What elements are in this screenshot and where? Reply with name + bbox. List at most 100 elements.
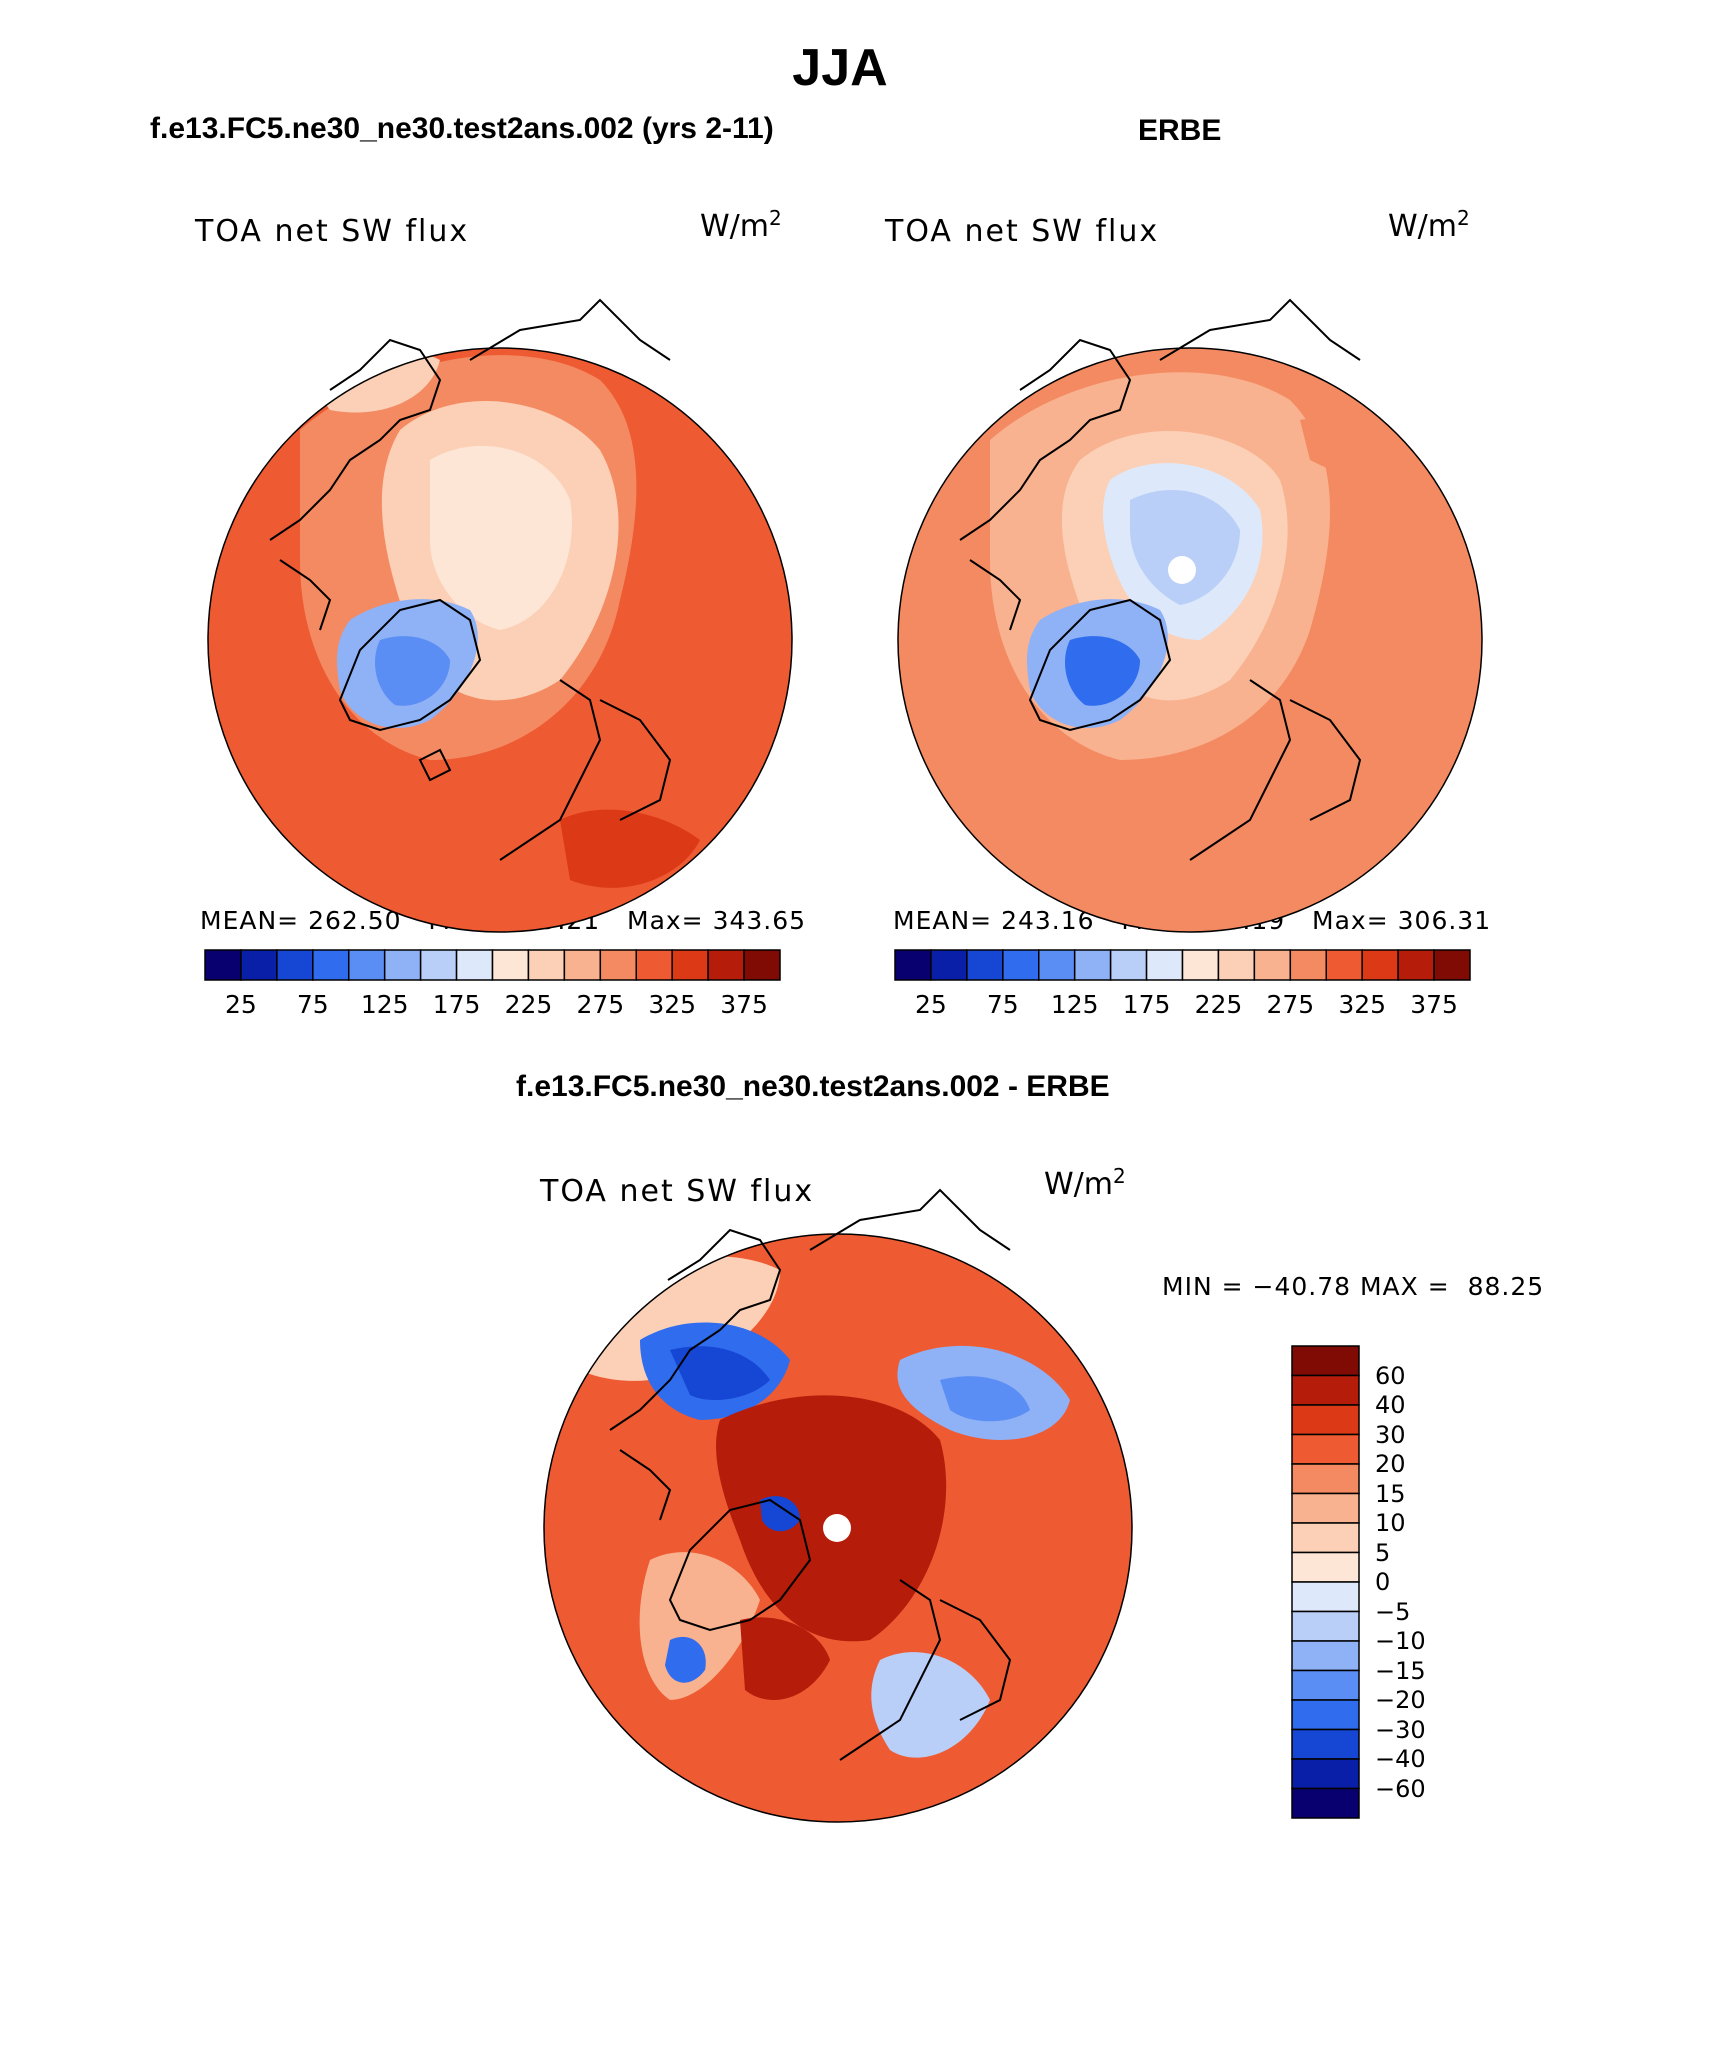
- model-units-label: W/m2: [700, 206, 782, 244]
- obs-colorbar-tick: 325: [1338, 990, 1387, 1019]
- obs-variable-label: TOA net SW flux: [885, 214, 1160, 249]
- obs-colorbar-box: [1325, 949, 1363, 981]
- obs-colorbar-box: [1073, 949, 1112, 981]
- obs-colorbar-tick: 75: [986, 990, 1019, 1019]
- diff-field-greenland-low: [665, 1636, 706, 1683]
- diff-colorbar-tick: 40: [1375, 1391, 1406, 1419]
- diff-colorbar-tick: −5: [1375, 1597, 1411, 1626]
- obs-colorbar-box: [1002, 949, 1040, 981]
- obs-colorbar-tick: 125: [1050, 990, 1099, 1019]
- diff-colorbar-box: [1291, 1669, 1360, 1701]
- diff-colorbar-box: [1291, 1404, 1360, 1436]
- obs-colorbar-tick: 375: [1410, 990, 1458, 1019]
- diff-colorbar-box: [1291, 1581, 1360, 1613]
- diff-colorbar-box: [1291, 1374, 1360, 1406]
- obs-colorbar-tick: 225: [1194, 990, 1243, 1019]
- model-colorbar-box: [383, 949, 422, 981]
- model-colorbar-box: [276, 949, 314, 981]
- diff-field-labrador: [740, 1617, 830, 1700]
- diff-colorbar-tick: −10: [1375, 1627, 1426, 1655]
- figure-title: JJA: [792, 39, 888, 97]
- obs-colorbar-box: [1361, 949, 1399, 981]
- model-colorbar-tick: 75: [296, 990, 329, 1019]
- diff-colorbar-box: [1291, 1787, 1360, 1819]
- diff-colorbar-tick: −60: [1375, 1774, 1426, 1803]
- obs-colorbar-box: [1181, 949, 1220, 981]
- model-colorbar-tick: 25: [225, 990, 257, 1019]
- obs-colorbar-box: [1038, 949, 1076, 981]
- diff-colorbar-box: [1291, 1492, 1360, 1524]
- model-colorbar-box: [743, 949, 781, 981]
- diff-colorbar-tick: 10: [1375, 1509, 1406, 1537]
- diff-colorbar-box: [1291, 1522, 1360, 1554]
- model-colorbar-box: [527, 949, 566, 981]
- model-variable-label: TOA net SW flux: [195, 214, 470, 249]
- model-colorbar-box: [240, 949, 278, 981]
- obs-colorbar-box: [1253, 949, 1292, 981]
- diff-colorbar-tick: −40: [1375, 1745, 1426, 1773]
- diff-colorbar-box: [1291, 1345, 1360, 1377]
- diff-colorbar-box: [1291, 1758, 1360, 1790]
- diff-pole-mask: [823, 1514, 851, 1542]
- diff-colorbar-tick: −20: [1375, 1686, 1426, 1714]
- obs-colorbar-tick: 175: [1122, 990, 1171, 1019]
- model-colorbar-box: [419, 949, 458, 981]
- model-colorbar-box: [455, 949, 494, 981]
- diff-colorbar-box: [1291, 1728, 1360, 1760]
- obs-colorbar-box: [1433, 949, 1471, 981]
- diff-colorbar-tick: 20: [1375, 1450, 1406, 1478]
- diff-colorbar-box: [1291, 1610, 1360, 1642]
- model-colorbar-box: [491, 949, 530, 981]
- obs-coastlines: [959, 298, 1362, 861]
- obs-colorbar-box: [1109, 949, 1148, 981]
- model-map-border: [207, 347, 793, 933]
- model-colorbar-tick: 375: [720, 990, 768, 1019]
- diff-colorbar-tick: −15: [1375, 1656, 1426, 1685]
- diff-stats: MIN = −40.78 MAX = 88.25: [1162, 1272, 1545, 1301]
- diff-map: [544, 1234, 1132, 1822]
- model-colorbar-box: [312, 949, 350, 981]
- diff-field-archipelago: [760, 1496, 800, 1532]
- model-colorbar-box: [707, 949, 745, 981]
- model-colorbar-box: [599, 949, 637, 981]
- obs-field-arctic-core: [1130, 490, 1240, 605]
- model-coastlines: [269, 298, 672, 861]
- diff-colorbar-box: [1291, 1640, 1360, 1672]
- obs-colorbar-box: [1397, 949, 1435, 981]
- model-colorbar-tick: 275: [576, 990, 625, 1019]
- model-colorbar-box: [671, 949, 709, 981]
- obs-siberia-field: [1300, 417, 1430, 486]
- diff-colorbar-box: [1291, 1551, 1360, 1583]
- model-europe-field: [560, 809, 700, 888]
- diff-colorbar: [1291, 1345, 1360, 1819]
- diff-coastlines: [609, 1188, 1012, 1761]
- diff-variable-label: TOA net SW flux: [540, 1174, 815, 1209]
- diff-colorbar-box: [1291, 1699, 1360, 1731]
- diff-colorbar-tick: −30: [1375, 1715, 1426, 1744]
- model-field-core: [430, 445, 572, 630]
- diff-colorbar-tick: 0: [1375, 1568, 1391, 1596]
- model-colorbar-box: [204, 949, 242, 981]
- diff-colorbar-tick: 30: [1375, 1420, 1406, 1449]
- model-map: [208, 348, 792, 932]
- model-colorbar-box: [635, 949, 673, 981]
- model-panel-title: f.e13.FC5.ne30_ne30.test2ans.002 (yrs 2-…: [150, 112, 774, 145]
- obs-colorbar-box: [1145, 949, 1184, 981]
- diff-field-siberia-core: [940, 1376, 1030, 1422]
- obs-colorbar-tick: 25: [915, 990, 947, 1019]
- diff-colorbar-tick: 15: [1375, 1479, 1406, 1508]
- diff-colorbar-tick: 60: [1375, 1361, 1406, 1390]
- diff-field-alaska-core: [670, 1346, 770, 1400]
- obs-colorbar-box: [966, 949, 1004, 981]
- diff-colorbar-box: [1291, 1433, 1360, 1465]
- model-greenland-core: [375, 636, 450, 706]
- obs-greenland-core: [1065, 636, 1140, 706]
- model-colorbar-tick: 325: [648, 990, 697, 1019]
- model-colorbar-tick: 175: [432, 990, 481, 1019]
- diff-units-label: W/m2: [1044, 1164, 1126, 1202]
- diff-panel-title: f.e13.FC5.ne30_ne30.test2ans.002 - ERBE: [516, 1070, 1110, 1103]
- obs-panel-title: ERBE: [1138, 114, 1222, 147]
- diff-colorbar-box: [1291, 1463, 1360, 1495]
- obs-colorbar-box: [930, 949, 968, 981]
- obs-colorbar-box: [894, 949, 932, 981]
